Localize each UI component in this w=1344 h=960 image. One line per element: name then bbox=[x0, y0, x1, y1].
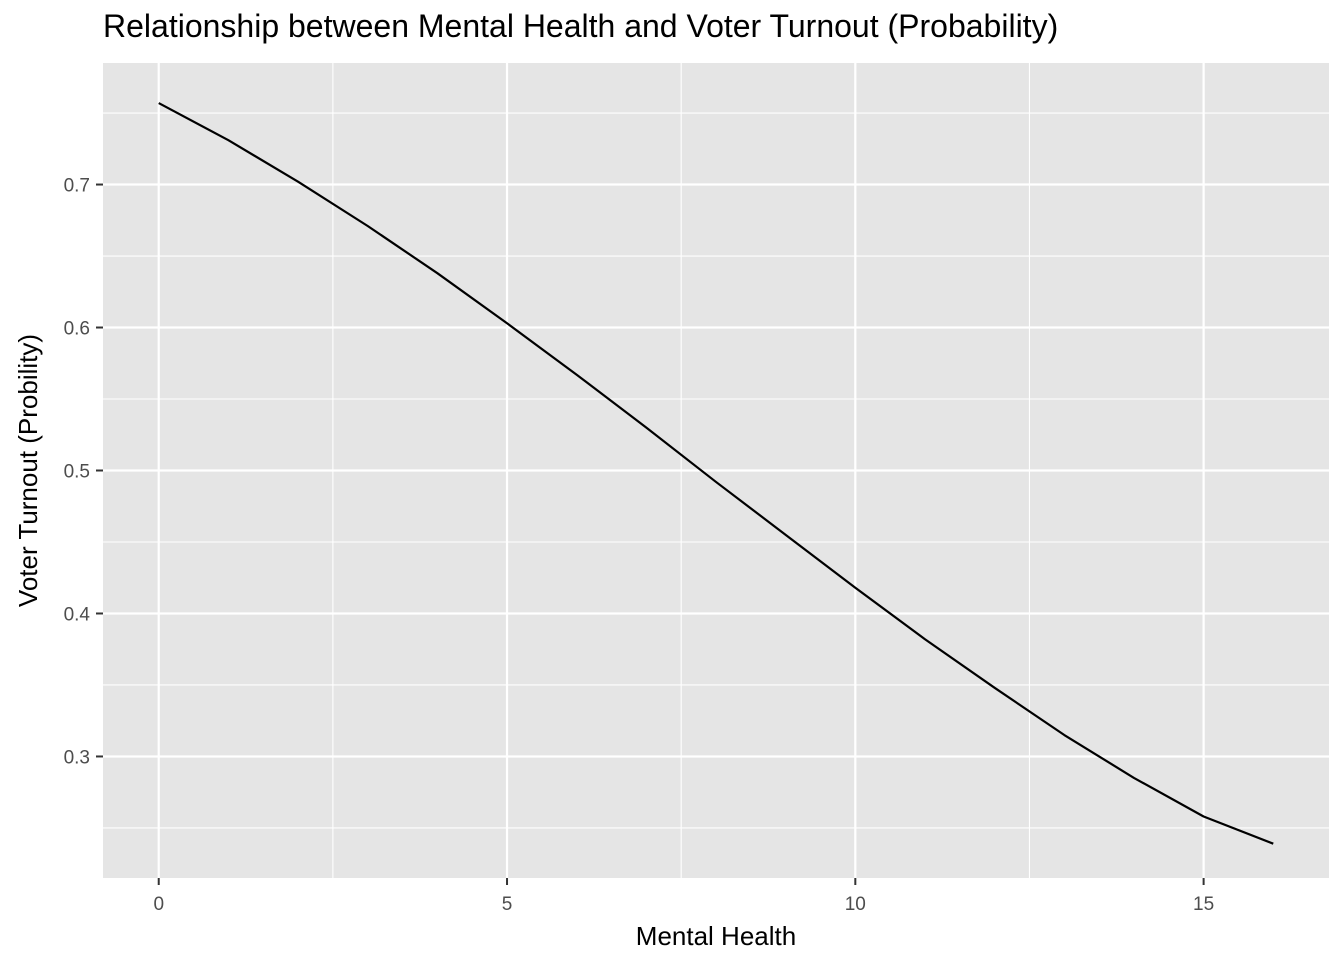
x-tick-label: 10 bbox=[845, 894, 866, 915]
series-line bbox=[158, 102, 1274, 845]
x-tick-label: 0 bbox=[153, 894, 164, 915]
y-tick-label: 0.5 bbox=[64, 462, 90, 483]
y-tick-label: 0.6 bbox=[64, 319, 90, 340]
y-tick-label: 0.4 bbox=[64, 604, 91, 625]
x-axis: 0 5 10 15 bbox=[153, 878, 1214, 915]
y-axis-title: Voter Turnout (Probility) bbox=[13, 334, 43, 607]
chart-title: Relationship between Mental Health and V… bbox=[103, 8, 1059, 44]
x-axis-title: Mental Health bbox=[636, 921, 796, 951]
x-tick-label: 15 bbox=[1193, 894, 1214, 915]
x-tick-label: 5 bbox=[502, 894, 513, 915]
y-tick-label: 0.3 bbox=[64, 747, 90, 768]
minor-gridlines bbox=[103, 63, 1329, 878]
major-gridlines bbox=[103, 63, 1329, 878]
y-axis: 0.3 0.4 0.5 0.6 0.7 bbox=[64, 176, 103, 768]
y-tick-label: 0.7 bbox=[64, 176, 90, 197]
